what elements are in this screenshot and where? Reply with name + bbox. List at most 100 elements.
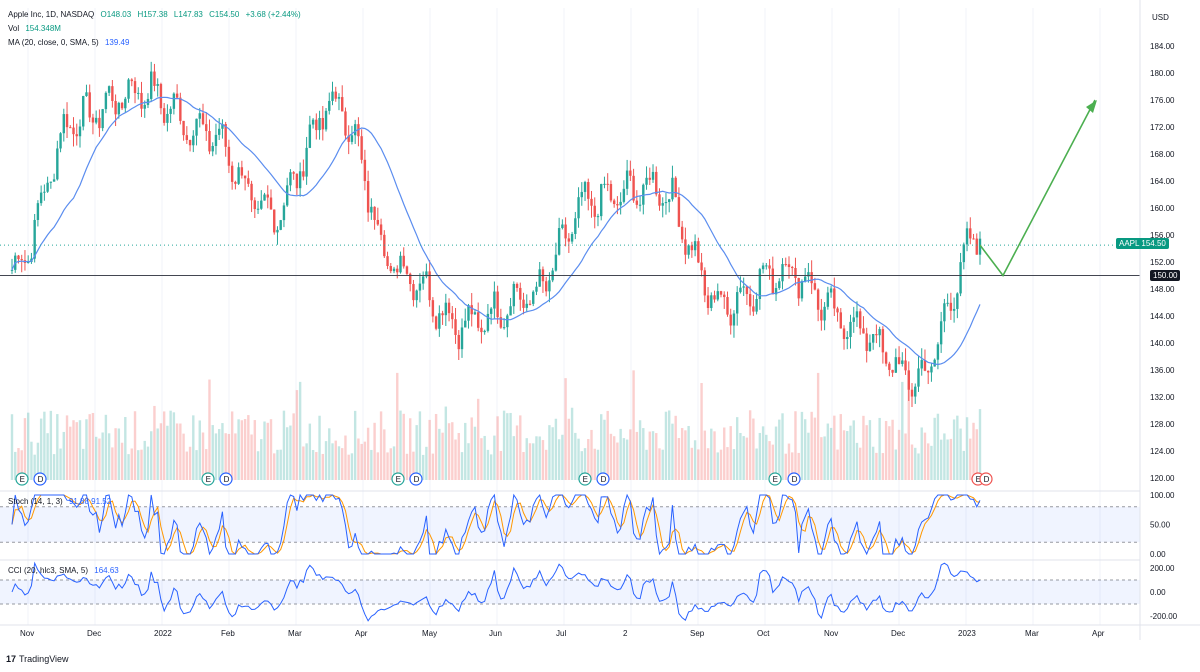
candle-body [26, 262, 30, 264]
candle-body [726, 297, 729, 315]
volume-bar [405, 453, 409, 480]
candle-body [353, 124, 357, 136]
candle-body [483, 330, 486, 333]
volume-bar [862, 415, 865, 480]
volume-bar [36, 442, 40, 480]
candle-body [561, 224, 564, 229]
candle-body [878, 329, 881, 336]
candle-body [347, 135, 350, 142]
volume-bar [175, 423, 179, 480]
candle-body [742, 286, 745, 288]
symbol-label: Apple Inc, 1D, NASDAQ [8, 10, 95, 19]
candle-body [493, 291, 496, 309]
candle-body [69, 127, 72, 129]
event-badge-2 [201, 472, 215, 486]
candle-body [172, 93, 176, 109]
volume-bar [146, 446, 150, 480]
volume-bar [454, 439, 457, 480]
volume-bar [716, 452, 719, 480]
volume-bar [551, 427, 554, 480]
volume-bar [933, 417, 936, 480]
volume-bar [732, 449, 736, 480]
volume-bar [211, 425, 214, 480]
volume-bar [256, 451, 260, 480]
candle-body [489, 308, 493, 314]
volume-bar [768, 441, 771, 480]
volume-bar [117, 428, 121, 480]
tradingview-logo[interactable]: 17 TradingView [6, 654, 69, 664]
event-badge-8 [768, 472, 782, 486]
volume-bar [341, 448, 344, 480]
candle-body [94, 117, 98, 123]
candle-body [752, 306, 755, 312]
volume-bar [399, 410, 402, 480]
candle-body [366, 181, 370, 213]
candle-body [52, 179, 56, 182]
candle-body [188, 140, 192, 146]
projection-line [979, 99, 1096, 277]
volume-bar [561, 434, 564, 480]
currency-label: USD [1152, 13, 1169, 22]
volume-bar [574, 432, 577, 480]
candle-body [638, 204, 642, 206]
candle-body [192, 135, 195, 146]
volume-bar [201, 432, 205, 480]
candle-body [263, 194, 266, 201]
stoch-legend: Stoch (14, 1, 3) 91.88 91.52 [8, 497, 115, 506]
volume-bar [311, 450, 315, 480]
volume-bar [473, 426, 477, 480]
candle-body [959, 262, 962, 294]
volume-bar [758, 432, 762, 480]
volume-bar [266, 422, 269, 480]
candle-body [664, 202, 668, 204]
candle-body [632, 175, 635, 201]
event-badge-label-0: E [20, 475, 25, 484]
volume-bar [480, 438, 483, 480]
candle-body [363, 159, 367, 182]
stoch-band [0, 506, 1140, 543]
volume-bar [719, 449, 723, 480]
volume-bar [729, 426, 732, 480]
tradingview-logo-icon: 17 [6, 654, 17, 664]
candle-body [292, 172, 295, 174]
volume-bar [897, 429, 901, 480]
volume-bar [373, 422, 376, 480]
candle-body [674, 177, 677, 198]
volume-bar [771, 444, 775, 480]
volume-bar [826, 423, 830, 480]
candle-body [386, 256, 389, 267]
candle-body [467, 305, 470, 321]
candle-body [279, 220, 282, 230]
candle-body [933, 359, 936, 367]
candle-body [62, 114, 65, 134]
candle-body [230, 165, 234, 182]
volume-bar [577, 438, 580, 480]
candle-body [606, 183, 609, 185]
candle-body [949, 302, 953, 311]
candle-body [137, 92, 140, 94]
candle-body [548, 280, 551, 292]
volume-bar [684, 430, 687, 480]
vol-legend: Vol 154.348M [8, 24, 65, 33]
candle-body [409, 273, 412, 285]
volume-bar [807, 432, 810, 480]
volume-bar [350, 453, 354, 480]
volume-bar [230, 411, 234, 480]
price-tick-16: 120.00 [1150, 474, 1175, 483]
volume-bar [353, 410, 357, 480]
event-badge-label-9: D [792, 475, 798, 484]
candle-body [428, 271, 431, 301]
volume-bar [39, 418, 43, 480]
volume-bar [956, 415, 959, 480]
candle-body [276, 229, 279, 233]
stoch-values: 91.88 91.52 [68, 497, 112, 506]
volume-bar [570, 407, 574, 480]
candle-body [833, 288, 836, 309]
volume-bar [765, 434, 768, 480]
candle-body [826, 292, 830, 307]
ma-value: 139.49 [104, 38, 130, 47]
volume-bar [415, 425, 418, 480]
candle-body [447, 302, 451, 314]
volume-bar [619, 428, 622, 480]
